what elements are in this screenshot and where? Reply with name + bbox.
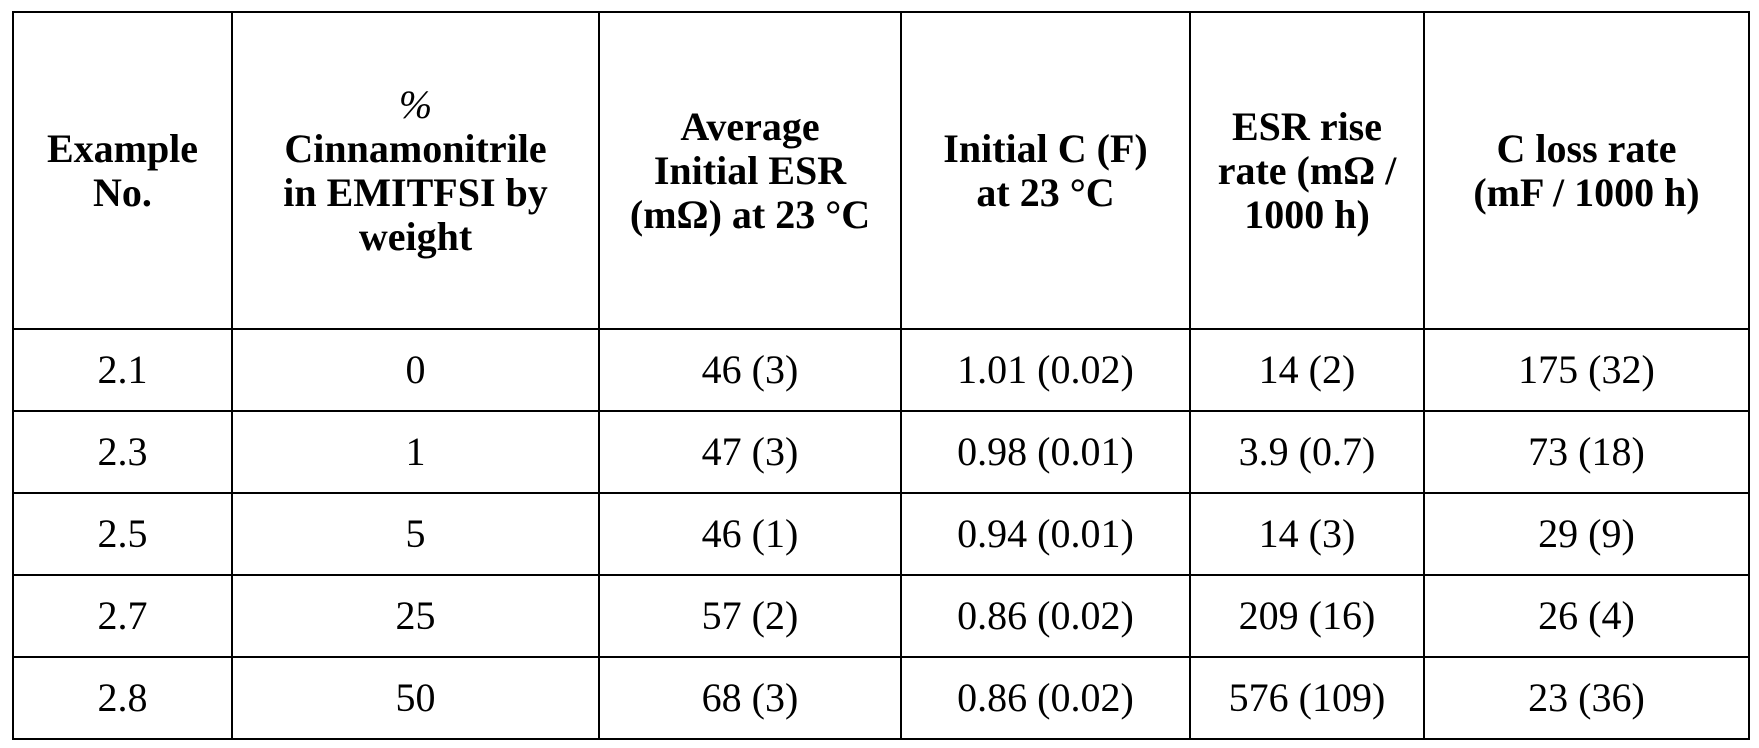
cell-initial-esr: 46 (3) bbox=[599, 329, 901, 411]
cell-example-no: 2.8 bbox=[13, 657, 232, 739]
header-line: at 23 °C bbox=[906, 171, 1185, 215]
cell-example-no: 2.5 bbox=[13, 493, 232, 575]
header-line: in EMITFSI by bbox=[237, 171, 594, 215]
cell-c-loss-rate: 29 (9) bbox=[1424, 493, 1749, 575]
cell-initial-c: 1.01 (0.02) bbox=[901, 329, 1190, 411]
table-row: 2.8 50 68 (3) 0.86 (0.02) 576 (109) 23 (… bbox=[13, 657, 1749, 739]
table-row: 2.7 25 57 (2) 0.86 (0.02) 209 (16) 26 (4… bbox=[13, 575, 1749, 657]
header-line: ESR rise bbox=[1195, 105, 1419, 149]
cell-example-no: 2.7 bbox=[13, 575, 232, 657]
cell-cinnamonitrile-pct: 0 bbox=[232, 329, 599, 411]
header-line: (mF / 1000 h) bbox=[1429, 171, 1744, 215]
cell-initial-esr: 68 (3) bbox=[599, 657, 901, 739]
header-line: Initial C (F) bbox=[906, 127, 1185, 171]
cell-example-no: 2.3 bbox=[13, 411, 232, 493]
cell-c-loss-rate: 175 (32) bbox=[1424, 329, 1749, 411]
cell-c-loss-rate: 73 (18) bbox=[1424, 411, 1749, 493]
header-line: Example bbox=[18, 127, 227, 171]
table-row: 2.5 5 46 (1) 0.94 (0.01) 14 (3) 29 (9) bbox=[13, 493, 1749, 575]
header-line: Initial ESR bbox=[604, 149, 896, 193]
header-line: % bbox=[237, 83, 594, 127]
header-line: rate (mΩ / bbox=[1195, 149, 1419, 193]
header-line: No. bbox=[18, 171, 227, 215]
cell-initial-esr: 57 (2) bbox=[599, 575, 901, 657]
header-line: C loss rate bbox=[1429, 127, 1744, 171]
cell-c-loss-rate: 26 (4) bbox=[1424, 575, 1749, 657]
cell-cinnamonitrile-pct: 50 bbox=[232, 657, 599, 739]
header-initial-esr: Average Initial ESR (mΩ) at 23 °C bbox=[599, 12, 901, 329]
header-line: weight bbox=[237, 215, 594, 259]
cell-esr-rise-rate: 576 (109) bbox=[1190, 657, 1424, 739]
cell-cinnamonitrile-pct: 25 bbox=[232, 575, 599, 657]
cell-esr-rise-rate: 209 (16) bbox=[1190, 575, 1424, 657]
header-cinnamonitrile-pct: % Cinnamonitrile in EMITFSI by weight bbox=[232, 12, 599, 329]
cell-initial-c: 0.98 (0.01) bbox=[901, 411, 1190, 493]
header-c-loss-rate: C loss rate (mF / 1000 h) bbox=[1424, 12, 1749, 329]
cell-initial-esr: 46 (1) bbox=[599, 493, 901, 575]
table-row: 2.1 0 46 (3) 1.01 (0.02) 14 (2) 175 (32) bbox=[13, 329, 1749, 411]
cell-esr-rise-rate: 3.9 (0.7) bbox=[1190, 411, 1424, 493]
cell-initial-c: 0.86 (0.02) bbox=[901, 575, 1190, 657]
cell-initial-c: 0.86 (0.02) bbox=[901, 657, 1190, 739]
cell-initial-esr: 47 (3) bbox=[599, 411, 901, 493]
header-line: (mΩ) at 23 °C bbox=[604, 193, 896, 237]
cell-cinnamonitrile-pct: 5 bbox=[232, 493, 599, 575]
cell-c-loss-rate: 23 (36) bbox=[1424, 657, 1749, 739]
cell-esr-rise-rate: 14 (2) bbox=[1190, 329, 1424, 411]
header-line: 1000 h) bbox=[1195, 193, 1419, 237]
cell-initial-c: 0.94 (0.01) bbox=[901, 493, 1190, 575]
header-example-no: Example No. bbox=[13, 12, 232, 329]
header-esr-rise-rate: ESR rise rate (mΩ / 1000 h) bbox=[1190, 12, 1424, 329]
data-table: Example No. % Cinnamonitrile in EMITFSI … bbox=[12, 11, 1750, 740]
cell-example-no: 2.1 bbox=[13, 329, 232, 411]
header-line: Average bbox=[604, 105, 896, 149]
cell-esr-rise-rate: 14 (3) bbox=[1190, 493, 1424, 575]
header-line: Cinnamonitrile bbox=[237, 127, 594, 171]
table-row: 2.3 1 47 (3) 0.98 (0.01) 3.9 (0.7) 73 (1… bbox=[13, 411, 1749, 493]
header-row: Example No. % Cinnamonitrile in EMITFSI … bbox=[13, 12, 1749, 329]
header-initial-c: Initial C (F) at 23 °C bbox=[901, 12, 1190, 329]
cell-cinnamonitrile-pct: 1 bbox=[232, 411, 599, 493]
